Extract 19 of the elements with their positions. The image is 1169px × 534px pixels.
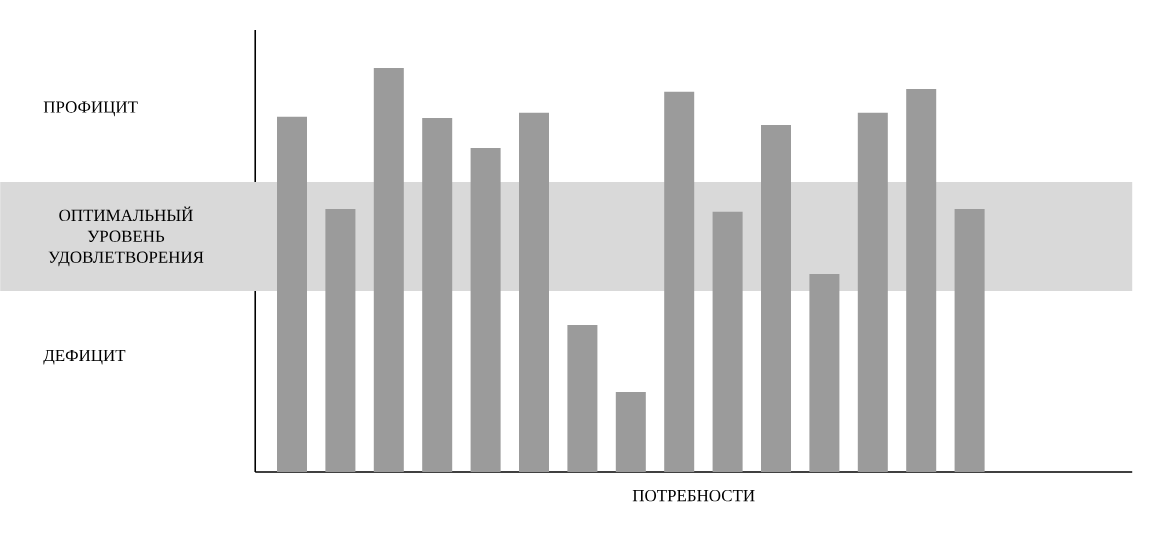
band-label: ОПТИМАЛЬНЫЙ УРОВЕНЬ УДОВЛЕТВОРЕНИЯ <box>48 206 204 267</box>
bar <box>761 124 792 472</box>
bar <box>906 88 937 472</box>
bar <box>809 274 840 472</box>
bar <box>954 208 985 472</box>
bar <box>664 91 695 472</box>
x-axis-title: ПОТРЕБНОСТИ <box>632 489 755 502</box>
bar <box>567 324 598 472</box>
bar <box>422 118 453 472</box>
bar <box>519 112 550 472</box>
text: ПРОФИЦИТ <box>43 101 138 117</box>
bar <box>470 147 501 472</box>
bar <box>615 391 646 472</box>
bar <box>325 208 356 472</box>
bar <box>712 211 743 472</box>
text: ДЕФИЦИТ <box>43 349 126 365</box>
bar <box>373 67 404 472</box>
bar <box>277 116 307 472</box>
bar <box>857 112 888 472</box>
